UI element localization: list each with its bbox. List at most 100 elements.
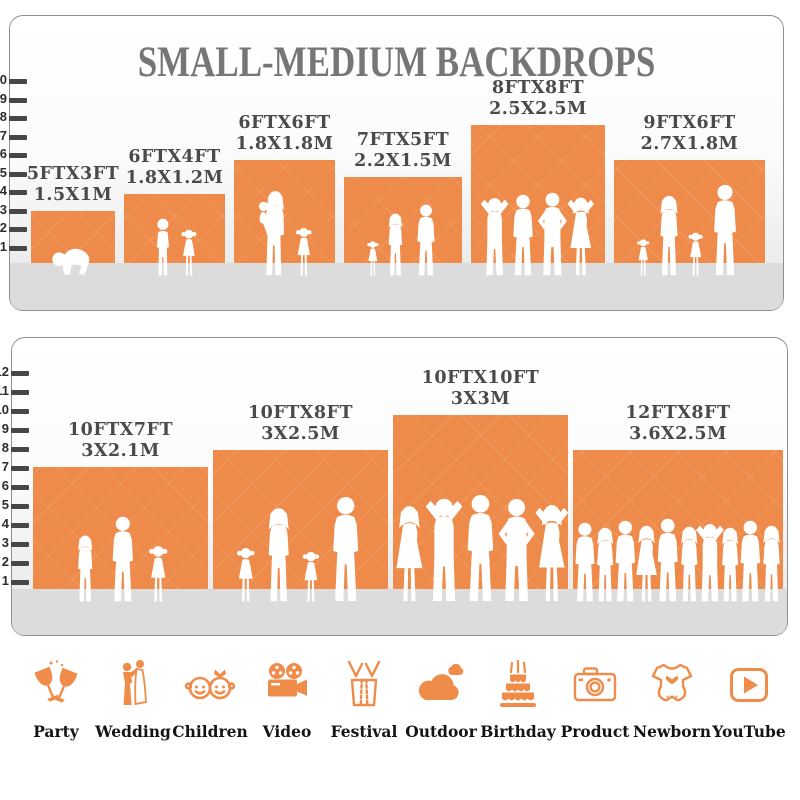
ruler-number: 7 (1, 459, 9, 474)
floor (10, 263, 783, 310)
backdrop-label: 6FTX4FT 1.8X1.2M (126, 147, 224, 189)
category-youtube: YouTube (712, 658, 786, 741)
ruler-feet: 1 2 3 4 5 6 7 8 9 10 (0, 16, 783, 310)
floor (12, 589, 787, 635)
ruler-number: 4 (1, 516, 9, 531)
ruler-tick (11, 371, 29, 376)
category-party: Party (20, 658, 92, 741)
backdrop-label: 10FTX7FT 3X2.1M (68, 420, 173, 462)
ruler-feet: 123456789101112 (0, 338, 787, 635)
size-m-text: 3X2.1M (81, 441, 160, 461)
category-newborn: Newborn (633, 658, 711, 741)
category-label: Video (262, 722, 312, 741)
size-ft-text: 5FTX3FT (26, 164, 120, 184)
ruler-number: 10 (0, 72, 7, 87)
ruler-number: 5 (1, 497, 9, 512)
ruler-tick (9, 79, 27, 84)
backdrop-10ftx7ft: 10FTX7FT 3X2.1M (33, 420, 208, 589)
ruler-tick (11, 561, 29, 566)
category-label: Children (172, 722, 248, 741)
size-ft-text: 8FTX8FT (491, 78, 585, 98)
ruler-number: 2 (0, 220, 7, 235)
size-m-text: 1.5X1M (33, 185, 113, 205)
ruler-tick (11, 542, 29, 547)
ruler-number: 4 (0, 183, 7, 198)
backdrop-12ftx8ft: 12FTX8FT 3.6X2.5M (573, 403, 783, 589)
ruler-tick (11, 466, 29, 471)
size-m-text: 3.6X2.5M (629, 424, 727, 444)
size-ft-text: 7FTX5FT (356, 130, 450, 150)
backdrop-label: 7FTX5FT 2.2X1.5M (354, 130, 452, 172)
category-label: Newborn (633, 722, 711, 741)
size-m-text: 3X2.5M (261, 424, 340, 444)
ruler-number: 6 (1, 478, 9, 493)
category-video: Video (251, 658, 323, 741)
panel-row-2: 123456789101112 10FTX7FT3X2.1M10FTX8FT3X… (0, 337, 788, 636)
size-m-text: 3X3M (450, 389, 511, 409)
ruler-number: 9 (1, 421, 9, 436)
ruler-number: 2 (1, 554, 9, 569)
ruler-tick (9, 190, 27, 195)
size-ft-text: 6FTX6FT (238, 113, 331, 133)
ruler-number: 9 (0, 90, 7, 106)
category-bar: Party Wedding Children (20, 658, 786, 741)
ruler-tick (9, 245, 27, 251)
category-birthday: Birthday (480, 658, 556, 741)
size-ft-text: 12FTX8FT (625, 403, 731, 423)
ruler-tick (9, 227, 27, 232)
birthday-icon (500, 659, 536, 707)
backdrop-group: 10FTX7FT 3X2.1M 10FTX8FT 3X2.5M 10FTX10FT 3X3… (12, 338, 787, 635)
backdrop-label: 5FTX3FT 1.5X1M (27, 164, 119, 206)
ruler-number: 1 (1, 573, 9, 588)
size-ft-text: 9FTX6FT (643, 113, 736, 133)
ruler-tick (9, 134, 27, 140)
ruler-number: 1 (0, 238, 7, 254)
ruler-tick (11, 447, 29, 452)
category-children: Children (172, 658, 248, 741)
ruler-number: 8 (0, 109, 7, 124)
size-m-text: 1.8X1.2M (125, 168, 224, 188)
backdrop-9ftx6ft: 9FTX6FT 2.7X1.8M (614, 113, 765, 263)
newborn-icon (651, 663, 693, 702)
ruler-tick (9, 171, 27, 177)
ruler-number: 11 (0, 383, 9, 398)
backdrop-10ftx8ft: 10FTX8FT 3X2.5M (213, 403, 388, 589)
ruler-number: 7 (0, 127, 7, 143)
backdrop-6ftx4ft: 6FTX4FT 1.8X1.2M (124, 147, 225, 263)
category-outdoor: Outdoor (405, 658, 477, 741)
festival-icon (347, 660, 381, 707)
category-festival: Festival (328, 658, 400, 741)
category-label: Product (560, 722, 630, 741)
backdrop-7ftx5ft: 7FTX5FT 2.2X1.5M (344, 130, 462, 263)
backdrop-10ftx10ft: 10FTX10FT 3X3M (393, 368, 568, 589)
youtube-icon (730, 668, 768, 702)
page-title: SMALL-MEDIUM BACKDROPS (137, 37, 656, 87)
children-icon (184, 669, 236, 700)
ruler-number: 3 (1, 535, 9, 550)
category-label: Birthday (480, 722, 556, 741)
size-ft-text: 10FTX7FT (67, 420, 174, 440)
size-m-text: 1.8X1.8M (235, 134, 334, 154)
category-label: Outdoor (405, 722, 477, 741)
backdrop-label: 8FTX8FT 2.5X2.5M (489, 78, 587, 120)
ruler-tick (9, 153, 27, 158)
party-icon (34, 660, 78, 703)
ruler-tick (11, 504, 29, 509)
outdoor-icon (418, 663, 464, 701)
category-label: Wedding (95, 722, 171, 741)
size-ft-text: 10FTX8FT (247, 403, 354, 423)
category-label: YouTube (712, 722, 786, 741)
ruler-number: 6 (0, 146, 7, 161)
video-icon (268, 663, 307, 697)
backdrop-6ftx6ft: 6FTX6FT 1.8X1.8M (234, 113, 335, 263)
size-m-text: 2.2X1.5M (354, 151, 452, 171)
ruler-tick (11, 485, 29, 490)
backdrop-label: 12FTX8FT 3.6X2.5M (625, 403, 730, 445)
ruler-tick (11, 390, 29, 395)
size-ft-text: 6FTX4FT (128, 147, 221, 167)
ruler-tick (11, 409, 29, 414)
ruler-number: 8 (1, 440, 9, 455)
backdrop-label: 10FTX10FT 3X3M (422, 368, 540, 410)
ruler-tick (9, 208, 27, 214)
